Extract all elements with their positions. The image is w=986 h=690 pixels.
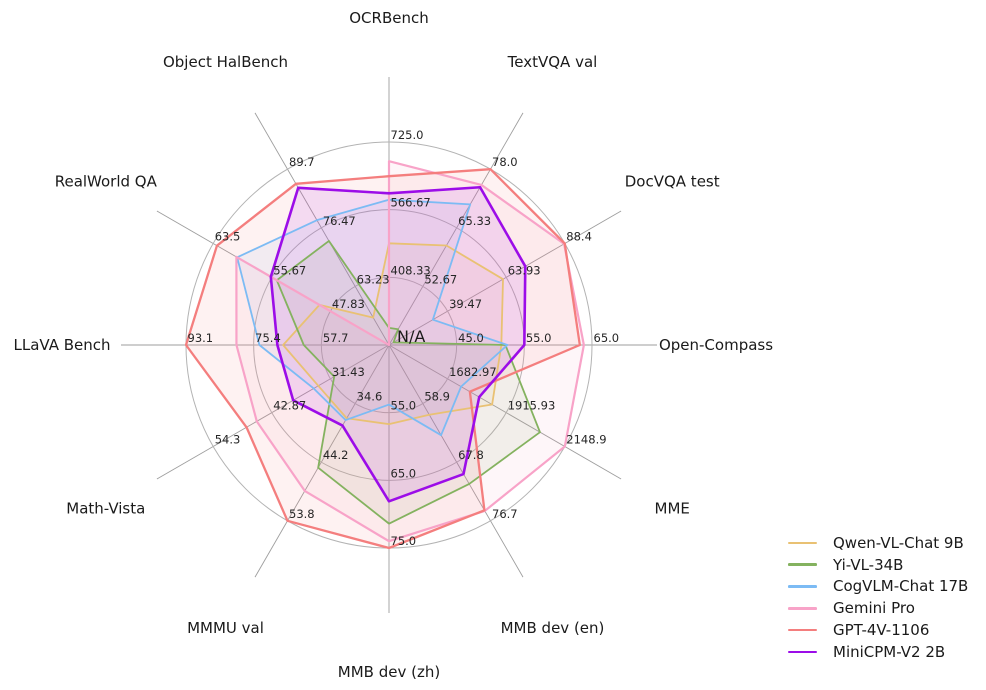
tick-label: 76.47 — [323, 214, 356, 228]
tick-label: 44.2 — [323, 448, 349, 462]
series-outline-minicpm-v2-2b — [269, 185, 527, 503]
tick-label: 54.3 — [215, 433, 241, 447]
axis-spoke — [254, 344, 390, 578]
axis-title: Open-Compass — [659, 336, 773, 354]
legend-item: Gemini Pro — [788, 597, 968, 619]
legend-item: Qwen-VL-Chat 9B — [788, 532, 968, 554]
axis-title: MMMU val — [187, 619, 264, 637]
tick-label: 63.93 — [508, 263, 541, 277]
tick-label: 75.4 — [255, 331, 281, 345]
series-fill-yi-vl-34b — [276, 240, 540, 524]
axis-title: DocVQA test — [625, 173, 720, 191]
tick-label: 63.5 — [215, 230, 241, 244]
tick-label: 55.0 — [526, 331, 552, 345]
axis-title: LLaVA Bench — [13, 336, 110, 354]
tick-label: 75.0 — [391, 534, 417, 548]
axis-title: TextVQA val — [507, 53, 598, 71]
legend-swatch — [788, 541, 817, 545]
tick-label: 42.87 — [273, 399, 306, 413]
axis-title: OCRBench — [349, 9, 428, 27]
tick-label: 725.0 — [391, 128, 424, 142]
axis-title: Object HalBench — [163, 53, 288, 71]
tick-label: 2148.9 — [566, 433, 606, 447]
series-fill-qwen-vl-chat-9b — [283, 243, 504, 425]
tick-label: 34.6 — [357, 390, 383, 404]
legend-label: Yi-VL-34B — [833, 555, 904, 574]
axis-spoke — [156, 344, 390, 480]
tick-label: 65.33 — [458, 214, 491, 228]
tick-label: 89.7 — [289, 155, 315, 169]
tick-label: 78.0 — [492, 155, 518, 169]
tick-label: 52.67 — [424, 272, 457, 286]
legend-label: MiniCPM-V2 2B — [833, 642, 946, 661]
series-fill-minicpm-v2-2b — [270, 187, 526, 502]
tick-label: 1915.93 — [508, 399, 556, 413]
axis-spoke — [388, 344, 524, 578]
tick-label: 47.83 — [332, 297, 365, 311]
tick-label: 58.9 — [424, 390, 450, 404]
legend-item: MiniCPM-V2 2B — [788, 641, 968, 663]
series-outline-gpt-4v-1106 — [184, 168, 581, 550]
legend-item: GPT-4V-1106 — [788, 619, 968, 641]
series-fill-gpt-4v-1106 — [186, 169, 580, 548]
tick-label: 45.0 — [458, 331, 484, 345]
legend-label: Qwen-VL-Chat 9B — [833, 533, 964, 552]
axis-title: MMB dev (zh) — [338, 663, 440, 681]
tick-label: 53.8 — [289, 507, 315, 521]
legend-swatch — [788, 563, 817, 566]
center-na-label: N/A — [397, 327, 425, 346]
axis-title: RealWorld QA — [55, 173, 158, 191]
legend-swatch — [788, 585, 817, 588]
tick-label: 39.47 — [449, 297, 482, 311]
tick-label: 566.67 — [391, 196, 431, 210]
tick-label: 63.23 — [357, 272, 390, 286]
legend-label: Gemini Pro — [833, 599, 915, 618]
axis-spoke — [388, 112, 524, 346]
tick-label: 88.4 — [566, 230, 592, 244]
legend-item: Yi-VL-34B — [788, 554, 968, 576]
legend: Qwen-VL-Chat 9B Yi-VL-34B CogVLM-Chat 17B G… — [788, 532, 968, 663]
axis-spoke — [388, 344, 622, 480]
axis-title: Math-Vista — [66, 500, 145, 518]
tick-label: 31.43 — [332, 365, 365, 379]
tick-label: 93.1 — [188, 331, 214, 345]
tick-label: 67.8 — [458, 448, 484, 462]
axis-title: MME — [655, 500, 690, 518]
legend-item: CogVLM-Chat 17B — [788, 576, 968, 598]
axis-title: MMB dev (en) — [501, 619, 605, 637]
axis-spoke — [254, 112, 390, 346]
axis-spoke — [388, 210, 622, 346]
tick-label: 57.7 — [323, 331, 349, 345]
legend-swatch — [788, 628, 817, 632]
tick-label: 55.67 — [273, 263, 306, 277]
tick-label: 65.0 — [594, 331, 620, 345]
series-fill-gemini-pro — [236, 161, 584, 542]
legend-swatch — [788, 606, 817, 610]
tick-label: 1682.97 — [449, 365, 497, 379]
legend-swatch — [788, 650, 817, 654]
legend-label: CogVLM-Chat 17B — [833, 577, 969, 596]
tick-label: 55.0 — [391, 399, 417, 413]
tick-label: 65.0 — [391, 466, 417, 480]
tick-label: 76.7 — [492, 507, 518, 521]
tick-label: 408.33 — [391, 263, 431, 277]
legend-label: GPT-4V-1106 — [833, 621, 930, 640]
